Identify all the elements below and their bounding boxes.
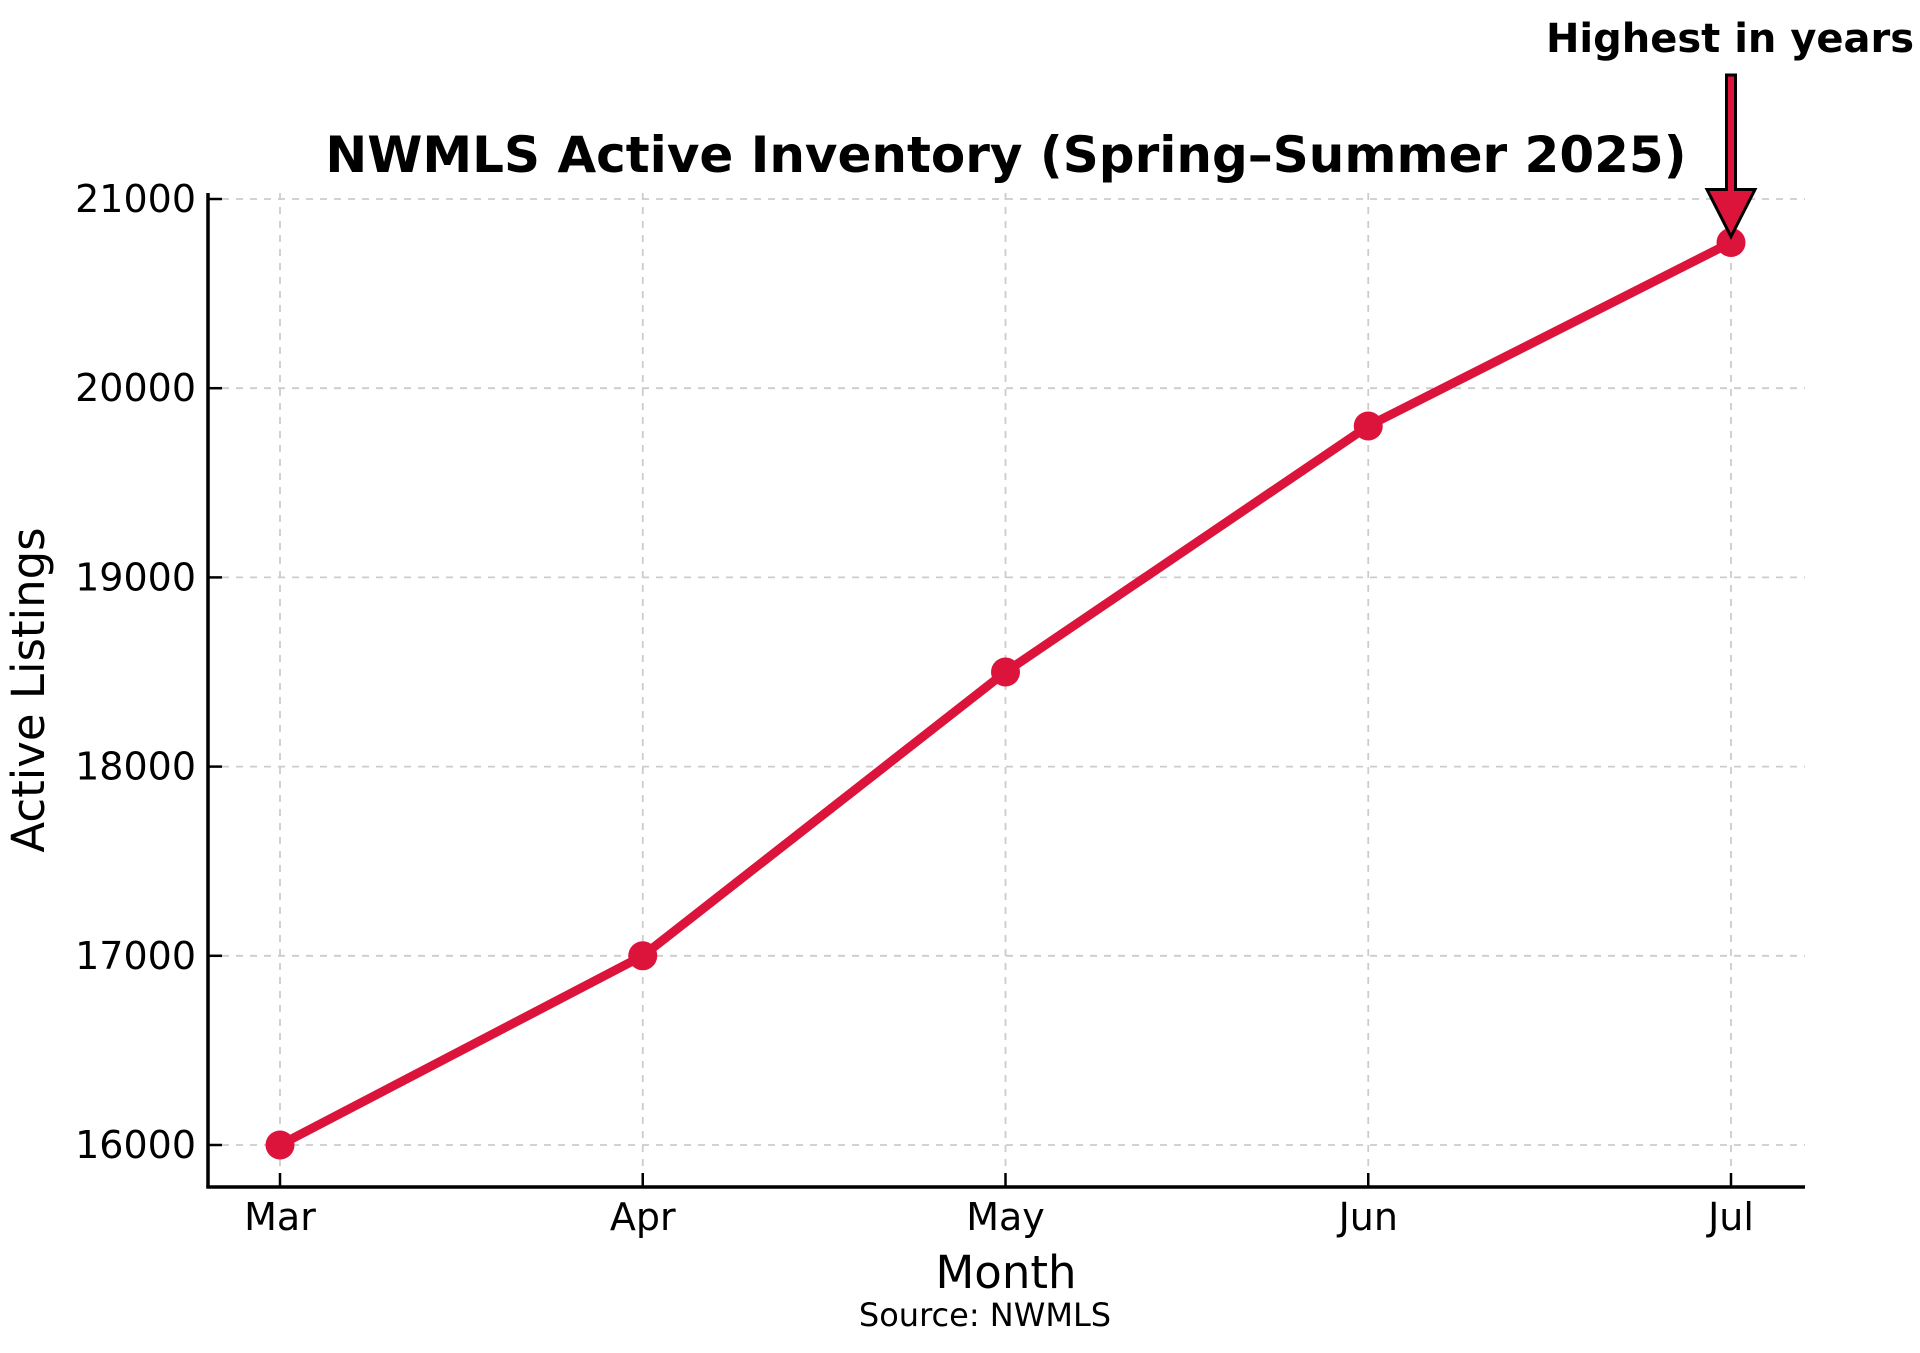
x-tick-label: Jun: [1337, 1195, 1398, 1239]
x-tick-label: Jul: [1706, 1195, 1754, 1239]
y-tick-label: 20000: [75, 366, 196, 410]
annotation-arrow: [1704, 73, 1758, 240]
grid-lines: [208, 193, 1805, 1187]
data-point: [1353, 411, 1383, 441]
y-tick-label: 21000: [75, 177, 196, 221]
x-tick-label: Mar: [244, 1195, 316, 1239]
y-tick-label: 18000: [75, 745, 196, 789]
annotation-arrow-group: [1704, 73, 1758, 240]
x-tick-label: Apr: [610, 1195, 676, 1239]
y-tick-label: 19000: [75, 555, 196, 599]
data-series: [265, 228, 1746, 1160]
y-tick-label: 16000: [75, 1123, 196, 1167]
tick-marks: [208, 197, 1733, 1187]
x-tick-label: May: [966, 1195, 1045, 1239]
data-point: [991, 657, 1020, 687]
x-axis-label: Month: [935, 1246, 1076, 1299]
data-point: [1716, 228, 1746, 258]
annotation-label: Highest in years: [1546, 16, 1914, 62]
y-axis-label: Active Listings: [2, 527, 55, 852]
chart-title: NWMLS Active Inventory (Spring–Summer 20…: [325, 126, 1686, 184]
y-tick-label: 17000: [75, 934, 196, 978]
tick-labels: 16000 17000 18000 19000 20000 21000 Mar Apr May J…: [75, 177, 1754, 1239]
data-point: [265, 1130, 295, 1160]
source-caption: Source: NWMLS: [859, 1296, 1111, 1334]
data-point: [628, 941, 658, 971]
